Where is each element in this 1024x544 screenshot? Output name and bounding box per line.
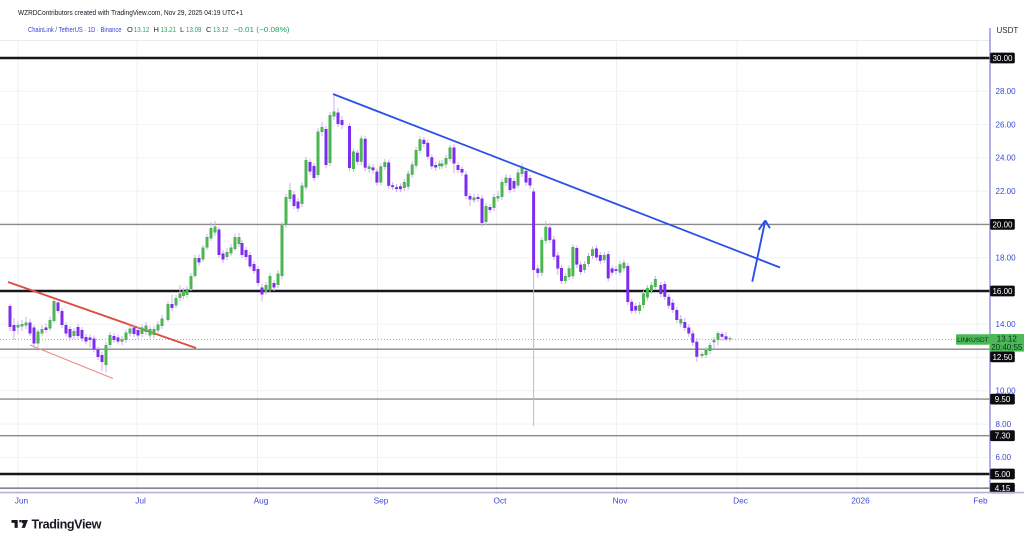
svg-text:24.00: 24.00 [996,154,1017,163]
svg-text:Dec: Dec [733,496,748,506]
svg-text:LINKUSDT: LINKUSDT [957,337,988,344]
svg-text:Sep: Sep [374,496,389,506]
svg-text:26.00: 26.00 [996,120,1017,129]
svg-text:8.00: 8.00 [996,420,1012,429]
svg-text:13.12: 13.12 [213,25,229,34]
svg-text:L: L [180,25,184,34]
svg-text:13.12: 13.12 [134,25,150,34]
svg-text:13.21: 13.21 [161,25,177,34]
svg-text:9.50: 9.50 [995,395,1011,404]
svg-text:Nov: Nov [613,496,629,506]
svg-text:18.00: 18.00 [996,254,1017,263]
svg-text:Jul: Jul [135,496,146,506]
svg-text:14.00: 14.00 [996,320,1017,329]
svg-text:Oct: Oct [494,496,508,506]
svg-text:12.50: 12.50 [992,353,1013,362]
svg-text:Jun: Jun [15,496,29,506]
svg-text:O: O [127,25,133,34]
svg-text:C: C [206,25,212,34]
svg-text:28.00: 28.00 [996,87,1017,96]
svg-text:13.09: 13.09 [186,25,202,34]
svg-text:WZRDContributors created with: WZRDContributors created with TradingVie… [18,8,243,17]
svg-text:TradingView: TradingView [32,517,102,531]
svg-text:20:40:55: 20:40:55 [991,343,1023,352]
svg-text:ChainLink / TetherUS · 1D · Bi: ChainLink / TetherUS · 1D · Binance [28,25,122,34]
svg-text:22.00: 22.00 [996,187,1017,196]
svg-text:20.00: 20.00 [992,220,1013,229]
svg-text:5.00: 5.00 [995,470,1011,479]
svg-text:Feb: Feb [973,496,988,506]
svg-text:Aug: Aug [254,496,269,506]
svg-text:−0.01 (−0.08%): −0.01 (−0.08%) [234,25,291,34]
svg-text:7.30: 7.30 [995,432,1011,441]
svg-text:H: H [154,25,159,34]
svg-text:16.00: 16.00 [992,287,1013,296]
svg-text:2026: 2026 [851,496,870,506]
svg-text:USDT: USDT [997,26,1019,35]
svg-text:6.00: 6.00 [996,453,1012,462]
svg-text:30.00: 30.00 [992,54,1013,63]
svg-text:4.15: 4.15 [995,484,1011,493]
